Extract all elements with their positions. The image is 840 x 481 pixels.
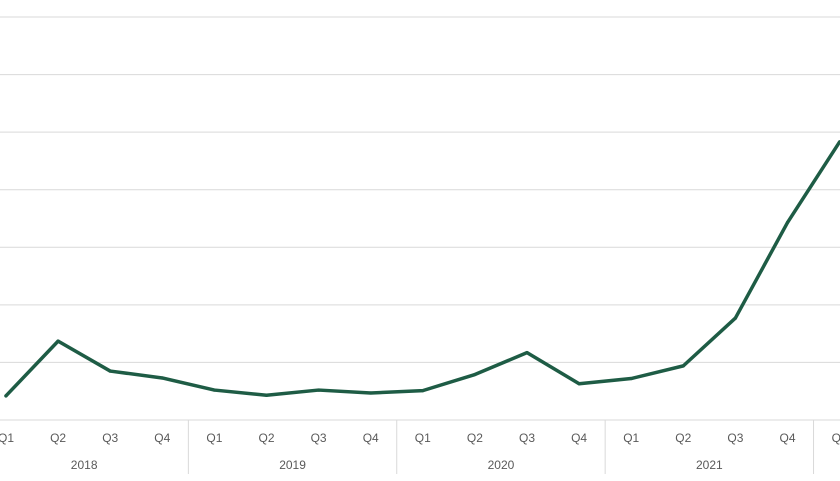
data-point	[108, 369, 112, 373]
data-point	[525, 351, 529, 355]
x-tick-label: Q2	[258, 431, 274, 445]
year-label: 2018	[71, 458, 98, 472]
x-tick-label: Q1	[415, 431, 431, 445]
x-tick-label: Q3	[519, 431, 535, 445]
year-labels: 2018 2019 2020 2021	[71, 458, 723, 472]
data-point	[4, 394, 8, 398]
data-point	[421, 389, 425, 393]
x-tick-label: Q3	[727, 431, 743, 445]
year-label: 2019	[279, 458, 306, 472]
year-label: 2020	[488, 458, 515, 472]
data-point	[733, 316, 738, 320]
x-tick-label: Q3	[311, 431, 327, 445]
x-tick-label: Q4	[779, 431, 795, 445]
gridlines	[0, 16, 840, 363]
data-point	[212, 388, 216, 392]
x-tick-label: Q2	[467, 431, 483, 445]
x-axis	[0, 419, 840, 474]
series-group	[4, 140, 840, 398]
data-point	[785, 220, 790, 225]
data-point	[369, 391, 373, 395]
x-tick-label: Q4	[571, 431, 587, 445]
series-line	[4, 140, 840, 398]
data-point	[629, 376, 633, 381]
x-tick-label: Q1	[832, 431, 840, 445]
data-point	[317, 388, 321, 392]
data-point	[681, 364, 685, 368]
x-tick-label: Q1	[0, 431, 14, 445]
x-tick-label: Q2	[675, 431, 691, 445]
x-tick-label: Q1	[206, 431, 222, 445]
data-point	[473, 372, 477, 377]
data-point	[264, 393, 269, 397]
data-point	[160, 376, 164, 380]
x-tick-label: Q3	[102, 431, 118, 445]
x-tick-label: Q1	[623, 431, 639, 445]
year-label: 2021	[696, 458, 723, 472]
x-tick-label: Q4	[154, 431, 170, 445]
x-tick-label: Q2	[50, 431, 66, 445]
x-tick-label: Q4	[363, 431, 379, 445]
data-point	[577, 382, 581, 386]
data-point	[56, 339, 60, 343]
x-tick-labels: Q1 Q2 Q3 Q4 Q1 Q2 Q3 Q4 Q1 Q2 Q3 Q4 Q1 Q2 Q3 Q4 Q1	[0, 431, 840, 445]
